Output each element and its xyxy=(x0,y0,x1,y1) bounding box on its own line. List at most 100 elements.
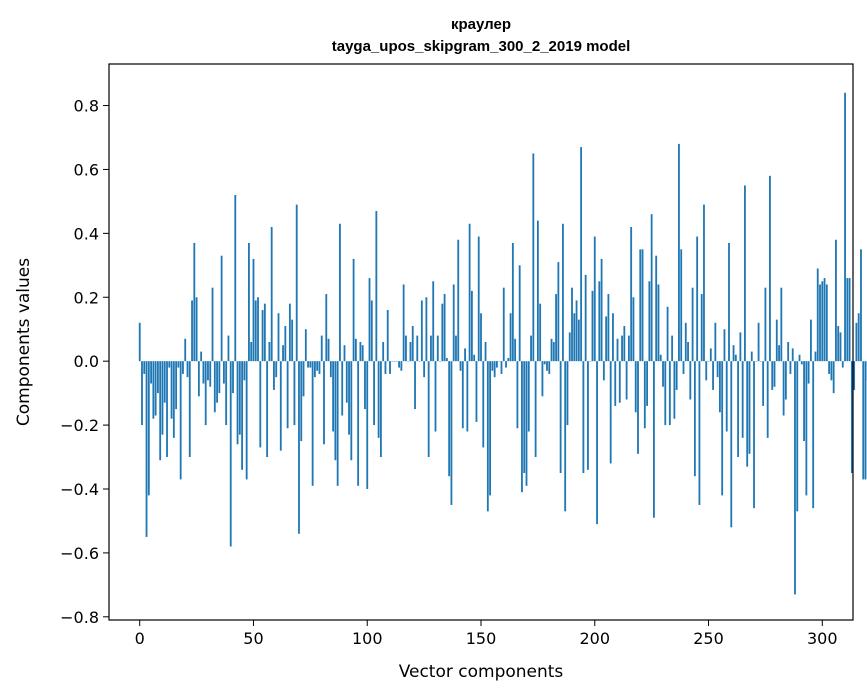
bar-component-142 xyxy=(461,361,464,429)
bar-component-282 xyxy=(780,287,783,362)
bar-component-103 xyxy=(373,361,375,426)
bar-component-241 xyxy=(687,342,689,362)
bar-component-54 xyxy=(261,310,264,362)
bar-component-99 xyxy=(364,361,366,410)
bar-component-11 xyxy=(163,361,166,403)
bar-component-115 xyxy=(400,361,403,371)
bar-component-222 xyxy=(643,361,646,429)
bar-component-83 xyxy=(327,338,330,362)
bar-component-221 xyxy=(641,249,644,362)
bar-component-146 xyxy=(470,290,473,362)
bar-component-59 xyxy=(273,361,275,390)
bar-component-135 xyxy=(445,357,448,362)
bar-component-274 xyxy=(762,361,765,406)
bar-component-10 xyxy=(161,361,164,435)
bar-component-279 xyxy=(773,361,776,387)
bar-component-61 xyxy=(277,313,280,362)
bar-component-159 xyxy=(500,361,503,374)
bar-component-311 xyxy=(846,278,849,362)
y-ticks-group: −0.8 −0.6 −0.4 −0.2 0.0 0.2 0.4 0.6 0.8 xyxy=(60,97,109,627)
bar-component-84 xyxy=(329,361,332,378)
bar-component-266 xyxy=(744,185,746,362)
bar-component-261 xyxy=(732,345,735,362)
bar-component-203 xyxy=(600,258,603,362)
bar-component-254 xyxy=(716,361,719,378)
bar-component-239 xyxy=(682,361,685,374)
bar-component-212 xyxy=(621,335,623,362)
bar-component-309 xyxy=(841,361,844,368)
x-tick-label: 200 xyxy=(579,629,610,648)
bar-component-150 xyxy=(480,313,482,362)
bar-component-300 xyxy=(821,281,824,362)
bar-component-109 xyxy=(386,310,389,362)
bar-component-105 xyxy=(377,361,380,438)
bar-component-175 xyxy=(536,220,539,362)
bar-component-197 xyxy=(587,361,589,470)
bar-component-76 xyxy=(311,361,314,486)
bar-component-71 xyxy=(300,361,303,442)
bar-component-102 xyxy=(370,300,373,362)
bar-component-28 xyxy=(202,361,205,384)
bar-component-130 xyxy=(434,361,437,432)
bar-component-47 xyxy=(245,361,248,480)
bar-component-67 xyxy=(291,319,294,362)
bar-component-232 xyxy=(666,306,669,362)
bar-component-26 xyxy=(197,361,200,397)
x-axis-label: Vector components xyxy=(399,662,564,682)
bar-component-214 xyxy=(625,361,628,400)
bar-component-30 xyxy=(207,361,209,381)
bar-component-295 xyxy=(810,319,812,362)
bar-component-37 xyxy=(222,361,225,384)
bar-component-3 xyxy=(145,361,148,537)
bar-component-43 xyxy=(236,361,239,445)
bar-component-306 xyxy=(835,239,837,362)
bar-component-242 xyxy=(689,361,692,400)
bar-component-5 xyxy=(150,361,152,384)
bar-component-194 xyxy=(580,147,583,362)
y-tick-label: −0.2 xyxy=(60,416,99,435)
bar-component-60 xyxy=(275,361,278,378)
bar-component-165 xyxy=(514,338,517,362)
bar-component-276 xyxy=(766,361,769,438)
bar-component-177 xyxy=(541,361,544,397)
bar-component-181 xyxy=(550,338,553,362)
bar-component-114 xyxy=(398,361,400,368)
bar-component-66 xyxy=(288,303,291,362)
bar-component-253 xyxy=(714,322,717,362)
bar-component-209 xyxy=(614,361,617,406)
bar-component-296 xyxy=(812,361,815,509)
bar-component-233 xyxy=(668,361,671,426)
bar-component-305 xyxy=(832,361,835,394)
bar-component-149 xyxy=(477,236,480,362)
bars-group xyxy=(138,92,867,595)
bar-component-45 xyxy=(241,361,244,470)
bar-component-88 xyxy=(339,223,341,362)
bar-component-147 xyxy=(473,354,476,362)
bar-component-91 xyxy=(345,361,348,403)
bar-component-280 xyxy=(775,319,778,362)
chart-title: краулер xyxy=(451,16,511,33)
bar-component-174 xyxy=(534,361,537,458)
bar-component-236 xyxy=(675,361,678,390)
bar-component-9 xyxy=(159,361,162,461)
bar-component-182 xyxy=(552,342,555,362)
bar-component-313 xyxy=(850,361,853,474)
y-tick-label: −0.8 xyxy=(60,608,99,627)
x-tick-label: 50 xyxy=(243,629,263,648)
bar-component-275 xyxy=(764,287,767,362)
bar-component-235 xyxy=(673,361,676,419)
bar-component-94 xyxy=(352,258,355,362)
bar-component-70 xyxy=(298,361,300,534)
bar-component-42 xyxy=(234,195,237,362)
bar-component-263 xyxy=(737,361,740,458)
bar-component-131 xyxy=(436,335,439,362)
bar-component-200 xyxy=(593,236,596,362)
bar-component-216 xyxy=(630,226,633,362)
bar-component-272 xyxy=(757,322,760,362)
bar-component-277 xyxy=(769,175,771,362)
bar-component-152 xyxy=(484,342,487,362)
bar-component-229 xyxy=(659,354,662,362)
bar-component-288 xyxy=(794,361,796,595)
y-tick-label: 0.8 xyxy=(74,97,99,116)
bar-component-190 xyxy=(571,287,573,362)
